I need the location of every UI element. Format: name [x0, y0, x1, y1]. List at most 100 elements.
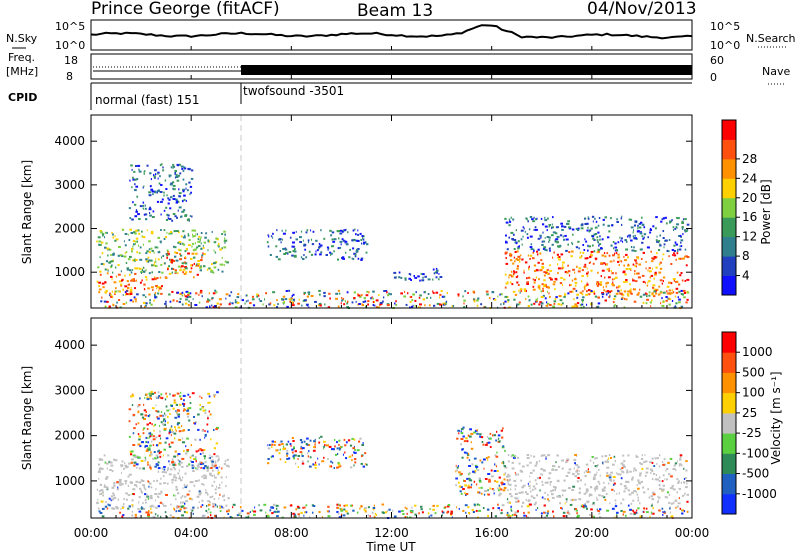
echo-cell [478, 504, 481, 507]
echo-cell [674, 500, 677, 502]
echo-cell [178, 300, 181, 303]
echo-cell [610, 471, 613, 474]
echo-cell [163, 229, 166, 232]
echo-cell [504, 273, 507, 276]
echo-cell [463, 299, 466, 302]
echo-cell [291, 437, 294, 439]
echo-cell [197, 449, 200, 452]
echo-cell [470, 432, 474, 435]
echo-cell [208, 395, 211, 398]
echo-cell [323, 445, 325, 448]
echo-cell [155, 506, 158, 509]
echo-cell [223, 230, 226, 233]
echo-cell [156, 191, 158, 194]
echo-cell [528, 484, 531, 487]
echo-cell [151, 190, 155, 193]
echo-cell [645, 467, 649, 470]
echo-cell [327, 306, 331, 309]
echo-cell [186, 450, 189, 453]
echo-cell [127, 258, 131, 261]
echo-cell [462, 426, 465, 429]
echo-cell [630, 292, 633, 295]
echo-cell [159, 164, 162, 167]
echo-cell [658, 249, 661, 251]
echo-cell [594, 489, 596, 492]
echo-cell [447, 505, 450, 508]
echo-cell [493, 434, 496, 437]
echo-cell [569, 503, 573, 506]
echo-cell [200, 449, 204, 452]
echo-cell [525, 491, 527, 494]
echo-cell [147, 447, 151, 450]
echo-cell [516, 267, 519, 270]
echo-cell [648, 294, 651, 297]
echo-cell [586, 507, 588, 510]
echo-cell [670, 475, 673, 478]
echo-cell [523, 514, 526, 517]
echo-cell [190, 444, 192, 447]
echo-cell [552, 305, 555, 308]
echo-cell [353, 445, 355, 448]
echo-cell [157, 189, 159, 192]
echo-cell [226, 458, 229, 461]
echo-cell [545, 455, 548, 458]
echo-cell [545, 271, 548, 274]
echo-cell [291, 297, 293, 300]
echo-cell [666, 491, 670, 494]
echo-cell [191, 252, 195, 255]
echo-cell [175, 201, 178, 204]
nsky-label: N.Sky [6, 32, 38, 45]
echo-cell [175, 494, 177, 497]
echo-cell [547, 268, 549, 271]
echo-cell [379, 303, 382, 306]
echo-cell [185, 298, 188, 301]
echo-cell [607, 482, 610, 485]
echo-cell [669, 506, 671, 509]
echo-cell [594, 465, 598, 468]
echo-cell [657, 495, 659, 498]
echo-cell [191, 264, 194, 267]
echo-cell [142, 204, 144, 207]
echo-cell [480, 492, 483, 495]
echo-cell [487, 459, 489, 462]
echo-cell [200, 242, 202, 245]
echo-cell [137, 422, 140, 425]
echo-cell [197, 233, 198, 236]
echo-cell [592, 262, 595, 265]
echo-cell [133, 170, 136, 173]
echo-cell [132, 505, 134, 508]
echo-cell [245, 300, 248, 303]
echo-cell [640, 480, 643, 483]
echo-cell [337, 247, 340, 250]
echo-cell [371, 511, 374, 514]
echo-cell [639, 515, 642, 518]
echo-cell [214, 515, 216, 517]
echo-cell [584, 263, 587, 266]
echo-cell [626, 471, 629, 474]
echo-cell [193, 416, 195, 418]
echo-cell [672, 289, 674, 292]
echo-cell [194, 422, 197, 425]
echo-cell [191, 467, 195, 470]
echo-cell [173, 473, 175, 476]
echo-cell [316, 249, 319, 252]
echo-cell [619, 292, 622, 295]
echo-cell [463, 480, 466, 482]
echo-cell [621, 470, 624, 473]
echo-cell [562, 511, 566, 514]
echo-cell [566, 458, 570, 461]
echo-cell [511, 283, 514, 286]
echo-cell [150, 247, 153, 250]
echo-cell [467, 292, 469, 294]
cpid-segment-2: twofsound -3501 [243, 84, 344, 98]
echo-cell [661, 489, 664, 492]
echo-cell [177, 265, 181, 268]
echo-cell [213, 266, 217, 269]
echo-cell [548, 225, 550, 228]
echo-cell [583, 249, 586, 251]
echo-cell [178, 188, 180, 191]
echo-cell [383, 290, 386, 292]
colorbar-tick-label: 16 [742, 210, 757, 224]
echo-cell [576, 305, 579, 308]
echo-cell [219, 506, 222, 509]
